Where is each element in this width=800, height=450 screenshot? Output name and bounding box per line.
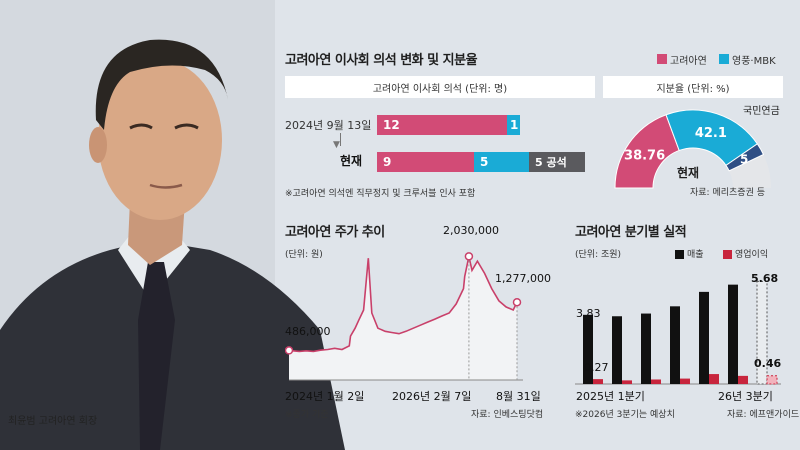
board-row-label-current: 현재	[340, 154, 363, 168]
board-note: ※고려아연 의석엔 직무정지 및 크루서블 인사 포함	[285, 189, 476, 199]
stake-donut-chart: 38.76 42.1 5	[614, 109, 771, 189]
bar-op-profit-3	[680, 378, 690, 384]
stake-header: 지분율 (단위: %)	[603, 76, 783, 98]
bar-current-young-poong: 5	[474, 152, 529, 172]
bar-op-profit-2	[651, 379, 661, 384]
bar-current-korea-zinc-value: 9	[383, 155, 392, 169]
legend-label-young-poong: 영풍·MBK	[732, 56, 776, 67]
donut-slice-label-1: 42.1	[695, 126, 727, 141]
bar-revenue-5	[728, 284, 738, 384]
donut-slice-2	[725, 143, 765, 172]
stock-area-chart	[285, 252, 523, 381]
bar-revenue-1	[612, 316, 622, 384]
bar-op-profit-5	[738, 375, 748, 384]
bar-revenue-6	[756, 280, 768, 385]
bar-past-young-poong-value: 1	[510, 118, 519, 132]
stock-x-label-end: 8월 31일	[496, 390, 541, 403]
main-title: 고려아연 이사회 의석 변화 및 지분율	[285, 53, 478, 68]
stock-peak-marker	[464, 252, 474, 261]
legend-swatch-revenue	[675, 250, 684, 259]
legend-label-revenue: 매출	[687, 250, 704, 260]
quarterly-last-op-label: 0.46	[754, 357, 782, 370]
stock-unit: (단위: 원)	[285, 250, 323, 260]
bar-current-vacant-value: 5 공석	[535, 156, 567, 169]
stock-end-label: 1,277,000	[495, 272, 551, 285]
stock-line	[288, 256, 518, 353]
legend-swatch-young-poong	[719, 54, 729, 64]
arrow-down-icon: ▼	[333, 140, 340, 150]
board-header: 고려아연 이사회 의석 (단위: 명)	[285, 76, 595, 98]
bar-revenue-2	[641, 313, 651, 384]
bar-past-korea-zinc: 12	[377, 115, 507, 135]
board-arrow-line	[340, 133, 341, 146]
donut-slice-label-0: 38.76	[624, 148, 665, 163]
stock-x-label-peak: 2026년 2월 7일	[392, 390, 472, 403]
stock-note: ※종가 기준	[285, 410, 329, 420]
quarterly-unit: (단위: 조원)	[575, 250, 622, 260]
board-row-label-past: 2024년 9월 13일	[285, 119, 372, 132]
bar-revenue-3	[670, 306, 680, 384]
photo-caption: 최윤범 고려아연 회장	[8, 416, 98, 427]
quarterly-title: 고려아연 분기별 실적	[575, 225, 687, 240]
bar-past-korea-zinc-value: 12	[383, 118, 400, 132]
stock-area	[289, 256, 517, 380]
legend-swatch-korea-zinc	[657, 54, 667, 64]
quarterly-first-revenue-label: 3.83	[576, 307, 601, 320]
quarterly-bar-chart	[575, 280, 781, 385]
stock-start-label: 486,000	[285, 325, 331, 338]
quarterly-source: 자료: 에프앤가이드	[727, 410, 800, 420]
legend-swatch-op-profit	[723, 250, 732, 259]
stock-source: 자료: 인베스팅닷컴	[471, 410, 544, 420]
stock-x-label-start: 2024년 1월 2일	[285, 390, 365, 403]
stock-start-marker	[285, 346, 294, 355]
quarterly-first-op-label: 0.27	[584, 361, 609, 374]
bar-current-vacant: 5 공석	[529, 152, 585, 172]
stock-end-marker	[512, 297, 522, 307]
stake-pension-label: 국민연금	[743, 106, 780, 117]
donut-slice-label-2: 5	[740, 153, 748, 167]
legend-label-op-profit: 영업이익	[735, 250, 769, 260]
bar-revenue-4	[699, 291, 709, 384]
stake-center-label: 현재	[677, 166, 700, 180]
quarterly-note: ※2026년 3분기는 예상치	[575, 410, 675, 420]
quarterly-x-label-start: 2025년 1분기	[576, 390, 645, 403]
stock-peak-label: 2,030,000	[443, 224, 499, 237]
stock-title: 고려아연 주가 추이	[285, 225, 385, 240]
quarterly-x-label-end: 26년 3분기	[718, 390, 773, 403]
bar-current-young-poong-value: 5	[480, 155, 489, 169]
legend-label-korea-zinc: 고려아연	[670, 56, 707, 67]
stake-source: 자료: 메리츠증권 등	[690, 188, 765, 198]
quarterly-last-revenue-label: 5.68	[751, 272, 779, 285]
bar-revenue-0	[583, 314, 593, 384]
bar-op-profit-4	[709, 374, 719, 384]
bar-past-young-poong: 1	[507, 115, 520, 135]
bar-op-profit-0	[593, 379, 603, 384]
bar-current-korea-zinc: 9	[377, 152, 474, 172]
bar-op-profit-6	[766, 375, 778, 385]
bar-op-profit-1	[622, 380, 632, 384]
